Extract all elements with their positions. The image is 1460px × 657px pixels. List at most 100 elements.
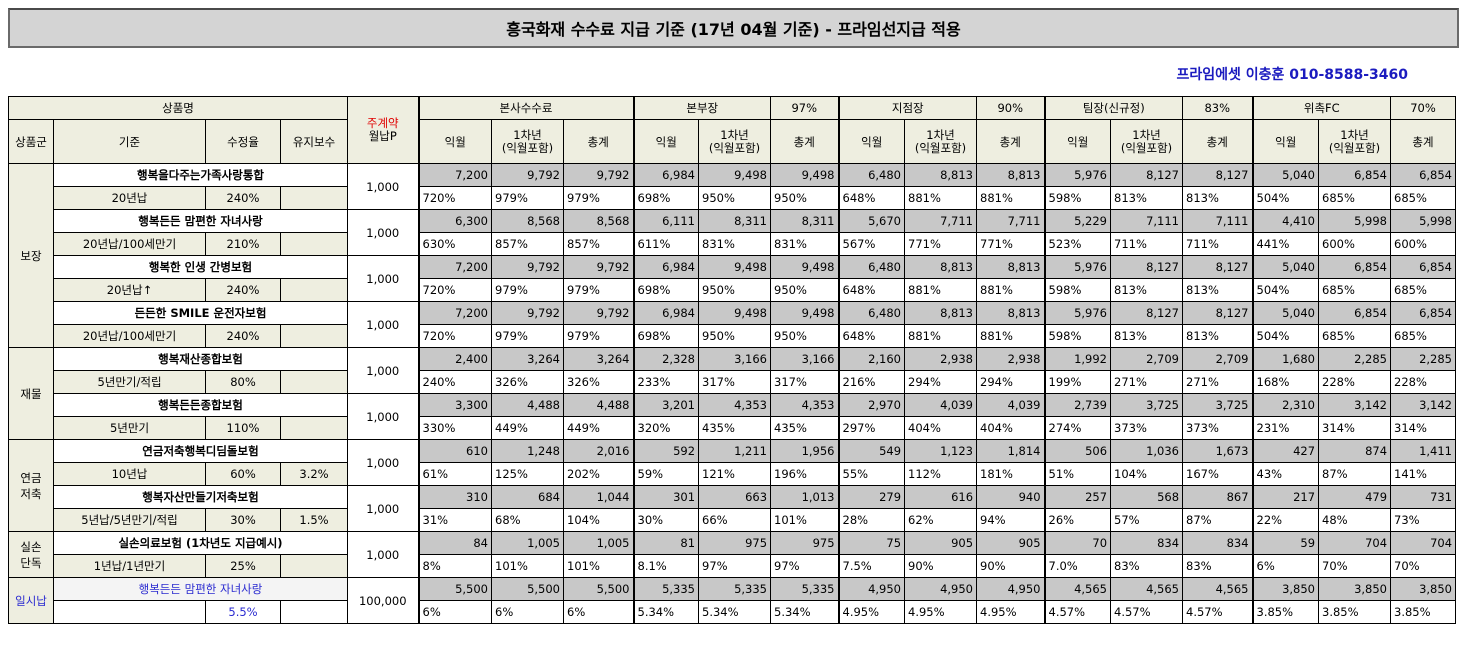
commission-rate: 685% [1318, 186, 1392, 210]
product-base: 5년만기 [53, 416, 206, 440]
group-cell: 재물 [8, 347, 54, 440]
commission-amount: 1,248 [491, 439, 564, 463]
commission-amount: 592 [632, 439, 700, 463]
commission-rate: 711% [1182, 232, 1254, 256]
commission-amount: 4,950 [837, 577, 906, 601]
commission-rate: 611% [632, 232, 700, 256]
group-cell: 연금 저축 [8, 439, 54, 532]
commission-amount: 616 [904, 485, 978, 509]
commission-rate: 598% [1043, 324, 1112, 348]
commission-amount: 6,984 [632, 163, 700, 187]
commission-amount: 8,813 [904, 255, 978, 279]
commission-amount: 1,992 [1043, 347, 1112, 371]
commission-amount: 9,498 [770, 255, 840, 279]
product-maintenance [280, 554, 348, 578]
commission-rate: 294% [904, 370, 978, 394]
commission-amount: 731 [1390, 485, 1457, 509]
commission-amount: 3,725 [1182, 393, 1254, 417]
sub-next-month: 익월 [1251, 119, 1320, 164]
header-section-0: 본사수수료 [417, 96, 635, 120]
header-section-pct-2: 90% [976, 96, 1046, 120]
commission-rate: 950% [698, 278, 772, 302]
product-rate: 80% [205, 370, 281, 394]
commission-rate: 6% [562, 600, 635, 624]
sub-total: 총계 [562, 119, 635, 164]
commission-rate: 61% [417, 462, 492, 486]
commission-amount: 8,813 [976, 163, 1046, 187]
commission-rate: 979% [562, 186, 635, 210]
commission-rate: 711% [1110, 232, 1184, 256]
commission-amount: 5,229 [1043, 209, 1112, 233]
commission-amount: 3,166 [770, 347, 840, 371]
commission-rate: 979% [562, 278, 635, 302]
commission-rate: 685% [1390, 186, 1457, 210]
header-weekly-contract: 주계약 [366, 116, 399, 130]
commission-rate: 199% [1043, 370, 1112, 394]
commission-amount: 4,565 [1182, 577, 1254, 601]
header-section-2: 지점장 [837, 96, 978, 120]
commission-rate: 51% [1043, 462, 1112, 486]
commission-amount: 568 [1110, 485, 1184, 509]
commission-rate: 101% [491, 554, 564, 578]
commission-amount: 4,565 [1110, 577, 1184, 601]
product-row: 행복자산만들기저축보험 1,000 310 684 1,044 301 663 1,013 27… [9, 485, 1457, 532]
commission-rate: 567% [837, 232, 906, 256]
commission-amount: 4,353 [698, 393, 772, 417]
commission-rate: 6% [491, 600, 564, 624]
monthly-premium: 1,000 [347, 301, 419, 348]
product-rate: 210% [205, 232, 281, 256]
commission-amount: 9,498 [770, 301, 840, 325]
commission-amount: 7,200 [417, 255, 492, 279]
sub-total: 총계 [770, 119, 840, 164]
product-row: 실손 단독 실손의료보험 (1차년도 지급예시) 1,000 84 1,005 1,005 8… [8, 531, 1457, 578]
commission-rate: 90% [976, 554, 1046, 578]
commission-rate: 6% [417, 600, 492, 624]
commission-rate: 950% [770, 278, 840, 302]
commission-amount: 1,680 [1251, 347, 1320, 371]
commission-rate: 598% [1043, 186, 1112, 210]
commission-rate: 196% [770, 462, 840, 486]
product-base: 20년납/100세만기 [53, 324, 206, 348]
commission-rate: 87% [1182, 508, 1254, 532]
commission-rate: 68% [491, 508, 564, 532]
sub-first-year-note: (익월포함) [1328, 140, 1381, 155]
product-base: 20년납↑ [53, 278, 206, 302]
commission-amount: 8,311 [698, 209, 772, 233]
commission-rate: 101% [770, 508, 840, 532]
commission-rate: 720% [417, 278, 492, 302]
commission-amount: 5,976 [1043, 255, 1112, 279]
group-cell: 실손 단독 [8, 531, 54, 578]
product-rate-row: 5년납/5년만기/적립 30% 1.5% 31% 68% 104% 30% 66% 101% 28… [9, 508, 1457, 532]
commission-rate: 435% [698, 416, 772, 440]
commission-amount: 6,300 [417, 209, 492, 233]
commission-rate: 55% [837, 462, 906, 486]
header-row-1: 상품명 주계약 월납P 본사수수료 본부장 97% 지점장 90% 팀장(신규정) 83% 위촉FC… [8, 96, 1457, 164]
commission-amount: 2,285 [1390, 347, 1457, 371]
monthly-premium: 1,000 [347, 209, 419, 256]
commission-amount: 1,005 [562, 531, 635, 555]
sub-first-year-label: 1차년 [1340, 127, 1369, 142]
commission-amount: 2,285 [1318, 347, 1392, 371]
product-base: 20년납 [53, 186, 206, 210]
commission-amount: 6,984 [632, 301, 700, 325]
commission-rate: 228% [1390, 370, 1457, 394]
monthly-premium: 1,000 [347, 163, 419, 210]
product-rate: 60% [205, 462, 281, 486]
commission-amount: 2,328 [632, 347, 700, 371]
commission-amount: 479 [1318, 485, 1392, 509]
commission-rate: 881% [904, 324, 978, 348]
commission-amount: 8,127 [1182, 163, 1254, 187]
commission-rate: 720% [417, 186, 492, 210]
commission-rate: 5.34% [770, 600, 840, 624]
group-name: 일시납 [15, 593, 47, 608]
commission-amount: 7,111 [1182, 209, 1254, 233]
product-rate: 5.5% [205, 600, 281, 624]
commission-amount: 704 [1318, 531, 1392, 555]
commission-amount: 2,709 [1182, 347, 1254, 371]
commission-rate: 141% [1390, 462, 1457, 486]
commission-rate: 90% [904, 554, 978, 578]
commission-amount: 3,725 [1110, 393, 1184, 417]
commission-rate: 26% [1043, 508, 1112, 532]
commission-amount: 663 [698, 485, 772, 509]
product-base: 5년만기/적립 [53, 370, 206, 394]
